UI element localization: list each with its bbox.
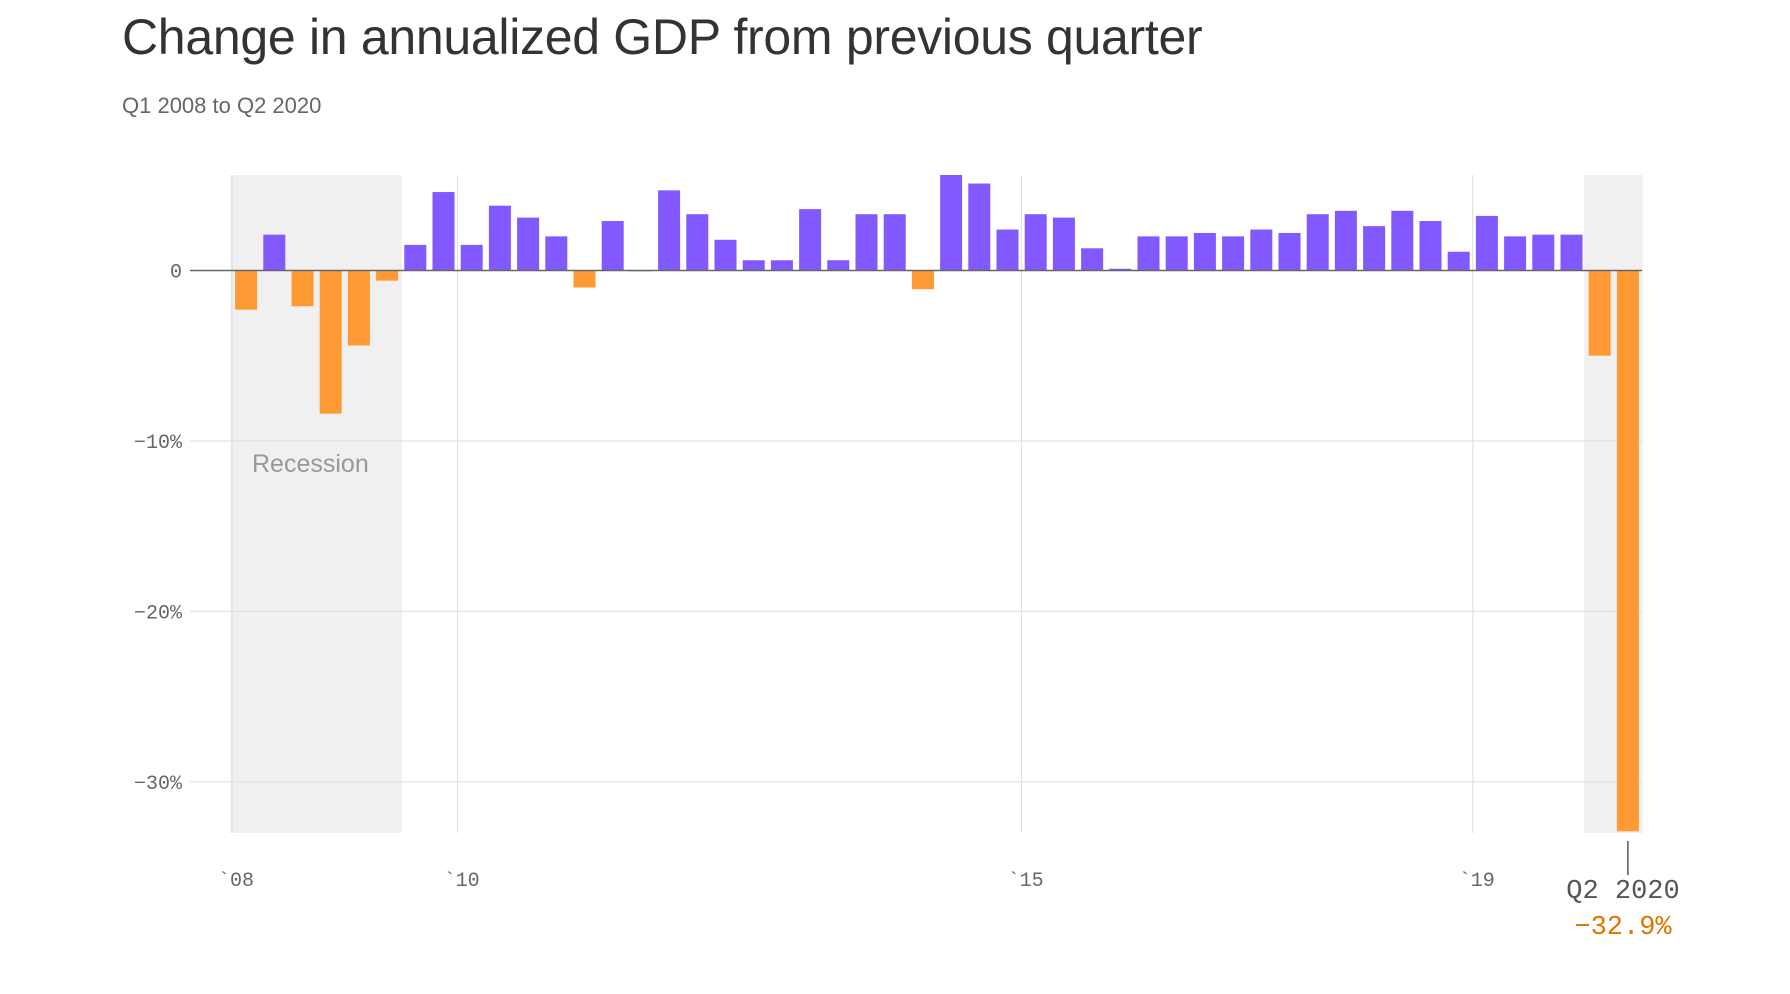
bar [1109,268,1132,271]
callout-value: −32.9% [1574,913,1672,943]
bar [1024,214,1047,271]
bar [601,221,624,271]
annotations: Recession Q2 2020 −32.9% [252,450,1680,943]
bar [263,234,286,271]
bar [488,205,511,271]
bar [911,270,934,290]
bar [1137,236,1160,271]
callout-label: Q2 2020 [1566,877,1679,907]
bar [319,270,342,414]
bar [1222,236,1245,271]
bar [1504,236,1527,271]
chart-subtitle: Q1 2008 to Q2 2020 [122,93,322,118]
bar [404,244,427,271]
recession-bands [230,175,1643,833]
bar [742,260,765,271]
bar [1363,226,1386,271]
bar [573,270,596,288]
x-tick-label: `10 [444,870,480,893]
bar [517,217,540,271]
axes: 0 −10% −20% −30% `08 `10 `15 `19 [134,261,1642,893]
bar [545,236,568,271]
bar [1560,234,1583,271]
bar [291,270,314,307]
bar [714,239,737,271]
bar [968,183,991,271]
bar [432,192,455,271]
recession-label: Recession [252,450,369,478]
recession-band-0 [230,175,402,833]
bar [1250,229,1273,271]
bar [827,260,850,271]
bar [799,209,822,271]
bar [1306,214,1329,271]
bar [376,270,399,281]
bars [235,175,1639,832]
bar [1475,215,1498,271]
bar [1616,270,1639,832]
bar [1532,234,1555,271]
bar [347,270,370,346]
x-tick-label: `15 [1008,870,1044,893]
bar [770,260,793,271]
bar [1391,210,1414,271]
bar [658,190,681,271]
gridlines [190,175,1642,833]
bar [460,244,483,271]
bar [1278,232,1301,271]
bar [1447,251,1470,271]
y-tick-label: −30% [134,773,183,796]
bar [1193,232,1216,271]
bar [1334,210,1357,271]
chart-title: Change in annualized GDP from previous q… [122,9,1203,65]
bar [1419,221,1442,271]
bar [996,229,1019,271]
bar [1081,248,1104,271]
bar [883,214,906,271]
bar [686,214,709,271]
bar [1165,236,1188,271]
y-tick-label: 0 [170,261,182,284]
x-tick-label: `08 [218,870,254,893]
bar [940,175,963,271]
bar [1588,270,1611,356]
x-tick-label: `19 [1459,870,1495,893]
bar [1052,217,1075,271]
y-tick-label: −20% [134,602,183,625]
bar [235,270,258,310]
y-tick-label: −10% [134,432,183,455]
bar [855,214,878,271]
